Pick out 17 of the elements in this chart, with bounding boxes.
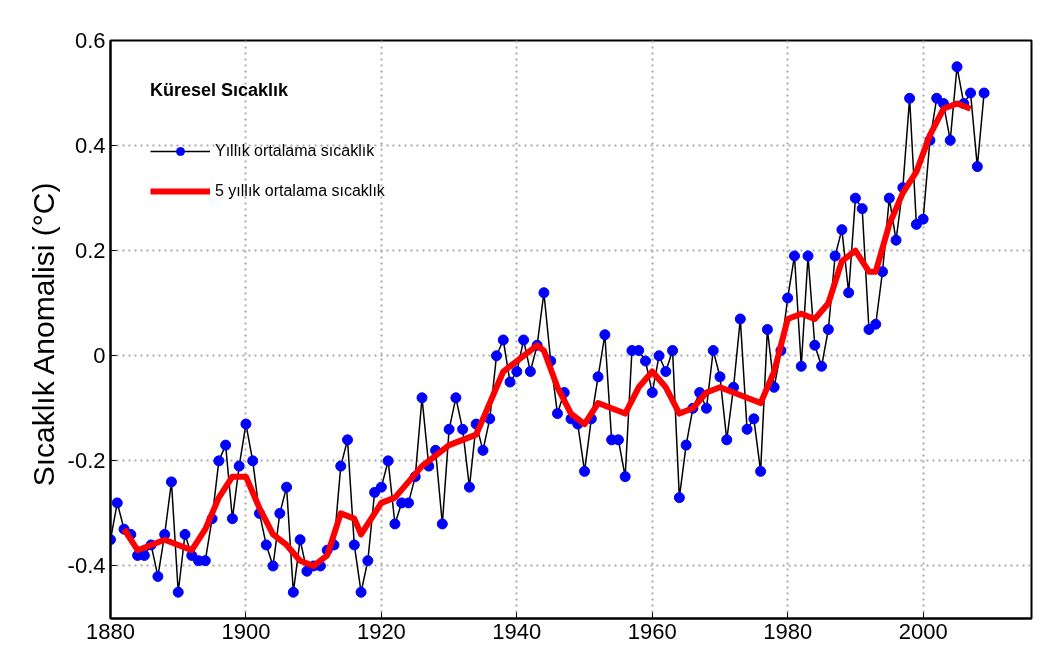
y-tick-label: -0.4 (67, 553, 106, 579)
y-tick-label: -0.2 (67, 448, 106, 474)
x-tick-label: 1900 (221, 618, 271, 644)
x-tick-label: 1980 (763, 618, 813, 644)
x-tick-label: 1920 (356, 618, 406, 644)
y-axis-title: Sıcaklık Anomalisi (°C) (26, 182, 60, 487)
legend-label: 5 yıllık ortalama sıcaklık (215, 182, 385, 200)
legend-title: Küresel Sıcaklık (150, 80, 290, 101)
y-tick-label: 0.4 (74, 133, 106, 159)
x-tick-label: 1960 (627, 618, 677, 644)
x-tick-label: 1940 (492, 618, 542, 644)
y-tick-label: 0 (93, 343, 106, 369)
legend-label: Yıllık ortalama sıcaklık (215, 142, 375, 160)
y-tick-label: 0.6 (74, 28, 106, 53)
y-tick-label: 0.2 (74, 238, 106, 264)
x-tick-label: 2000 (898, 618, 948, 644)
x-tick-label: 1880 (86, 618, 135, 644)
